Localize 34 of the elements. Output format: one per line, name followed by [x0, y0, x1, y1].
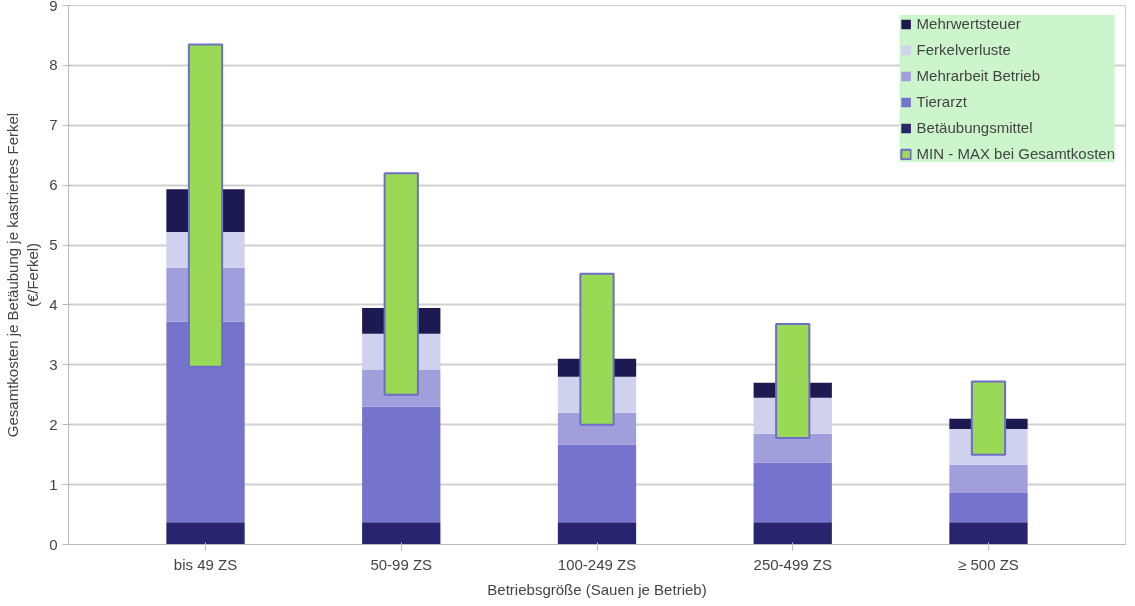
y-tick-label: 3 — [49, 355, 58, 373]
bar — [753, 433, 832, 463]
x-tick-label: bis 49 ZS — [173, 555, 238, 573]
y-tick-label: 2 — [49, 415, 58, 433]
x-tick-label: 100-249 ZS — [557, 555, 637, 573]
y-tick-label: 7 — [49, 116, 58, 134]
legend-label: Mehrarbeit Betrieb — [916, 67, 1040, 84]
legend-label: MIN - MAX bei Gesamtkosten — [916, 145, 1115, 162]
bar — [949, 493, 1028, 523]
bar — [753, 462, 832, 523]
y-tick-label: 6 — [49, 176, 58, 194]
bar — [166, 522, 245, 545]
bar — [362, 522, 441, 545]
y-tick-label: 0 — [49, 535, 58, 553]
y-tick-label: 9 — [49, 0, 58, 14]
bar — [362, 406, 441, 523]
y-axis-title: Gesamtkosten je Betäubung je kastriertes Ferkel (€/Ferkel) — [3, 112, 42, 438]
bar — [949, 522, 1028, 545]
bar — [949, 464, 1028, 493]
x-axis-title: Betriebsgröße (Sauen je Betrieb) — [487, 580, 707, 598]
x-tick-label: 50-99 ZS — [370, 555, 433, 573]
y-tick-label: 5 — [49, 236, 58, 254]
bar — [753, 522, 832, 545]
legend-label: Mehrwertsteuer — [916, 15, 1021, 32]
y-tick-label: 4 — [49, 295, 58, 313]
y-tick-label: 8 — [49, 56, 58, 74]
legend-label: Betäubungsmittel — [916, 119, 1033, 136]
y-tick-label: 1 — [49, 475, 58, 493]
legend-label: Ferkelverluste — [916, 41, 1011, 58]
bar — [557, 522, 637, 545]
x-tick-label: 250-499 ZS — [753, 555, 832, 573]
legend-label: Tierarzt — [916, 93, 967, 110]
bar — [557, 444, 637, 523]
x-tick-label: ≥ 500 ZS — [958, 555, 1019, 573]
